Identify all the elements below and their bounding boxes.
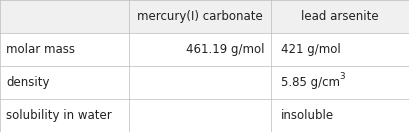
Bar [129,33,270,66]
Text: 3: 3 [339,72,345,81]
Bar [270,0,409,33]
Bar [270,33,409,66]
Bar [129,99,270,132]
Text: 421 g/mol: 421 g/mol [280,43,340,56]
Bar [0,0,129,33]
Text: lead arsenite: lead arsenite [301,10,378,23]
Bar [270,99,409,132]
Bar [270,66,409,99]
Text: mercury(I) carbonate: mercury(I) carbonate [137,10,262,23]
Text: insoluble: insoluble [280,109,333,122]
Bar [129,0,270,33]
Text: 5.85 g/cm: 5.85 g/cm [280,76,339,89]
Text: solubility in water: solubility in water [6,109,112,122]
Bar [0,66,129,99]
Bar [0,33,129,66]
Text: density: density [6,76,49,89]
Bar [0,99,129,132]
Bar [129,66,270,99]
Text: molar mass: molar mass [6,43,75,56]
Text: 461.19 g/mol: 461.19 g/mol [186,43,264,56]
